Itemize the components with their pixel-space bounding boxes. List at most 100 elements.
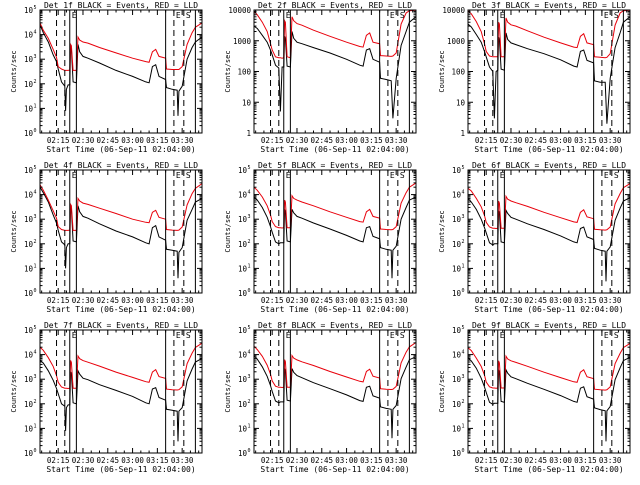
x-tick-label: 02:45 [524, 296, 547, 305]
x-tick-label: 03:00 [549, 296, 572, 305]
x-tick-label: 02:30 [72, 456, 95, 465]
y-tick-label: 10000 [228, 6, 251, 15]
y-tick-exponent: 1 [248, 263, 251, 269]
x-axis-label: Start Time (06-Sep-11 02:04:00) [260, 145, 409, 154]
plot-frame [253, 169, 417, 294]
panel-title: Det 5f BLACK = Events, RED = LLD [258, 161, 412, 170]
series-line-lld [39, 22, 203, 71]
series-line-lld [467, 183, 631, 231]
y-tick-label: 10 [24, 424, 34, 433]
y-tick-exponent: 0 [462, 288, 465, 294]
y-tick-label: 10 [452, 166, 462, 175]
x-tick-label: 03:15 [574, 456, 597, 465]
y-tick-label: 10 [24, 129, 34, 138]
x-tick-label: 02:45 [524, 456, 547, 465]
y-tick-label: 10 [452, 449, 462, 458]
y-tick-exponent: 5 [34, 325, 37, 331]
marker-label: E [500, 171, 505, 180]
y-tick-exponent: 4 [34, 190, 37, 196]
y-tick-exponent: 0 [34, 448, 37, 454]
x-tick-label: 02:15 [475, 136, 498, 145]
x-tick-label: 03:15 [146, 136, 169, 145]
x-tick-label: 03:15 [574, 296, 597, 305]
marker-label: S [186, 11, 191, 20]
plot-frame [467, 329, 631, 454]
y-tick-label: 10000 [442, 6, 465, 15]
x-axis-label: Start Time (06-Sep-11 02:04:00) [46, 465, 195, 474]
x-tick-label: 03:30 [599, 136, 622, 145]
y-tick-label: 10 [238, 264, 248, 273]
y-tick-label: 1000 [233, 37, 252, 46]
y-tick-label: 10 [238, 215, 248, 224]
y-axis-label: Counts/sec [438, 210, 446, 252]
y-tick-exponent: 3 [462, 214, 465, 220]
y-tick-exponent: 5 [248, 325, 251, 331]
plot-frame [39, 169, 203, 294]
y-tick-label: 10 [24, 375, 34, 384]
marker-label: E [176, 331, 181, 340]
marker-label: E [390, 171, 395, 180]
marker-label: E [72, 171, 77, 180]
y-tick-exponent: 5 [34, 5, 37, 11]
y-tick-label: 10 [452, 289, 462, 298]
x-axis-label: Start Time (06-Sep-11 02:04:00) [474, 465, 623, 474]
y-tick-exponent: 2 [462, 399, 465, 405]
y-tick-exponent: 0 [462, 448, 465, 454]
x-tick-label: 02:30 [286, 136, 309, 145]
plot-frame [39, 329, 203, 454]
x-tick-label: 02:15 [47, 296, 70, 305]
y-tick-exponent: 2 [248, 399, 251, 405]
series-line-events [253, 196, 417, 279]
y-tick-exponent: 4 [462, 190, 465, 196]
series-line-lld [39, 183, 203, 231]
x-tick-label: 02:45 [524, 136, 547, 145]
x-tick-label: 03:15 [360, 296, 383, 305]
marker-label: S [614, 171, 619, 180]
y-axis-label: Counts/sec [438, 370, 446, 412]
y-tick-label: 10 [24, 55, 34, 64]
y-tick-exponent: 0 [34, 288, 37, 294]
y-tick-exponent: 3 [248, 214, 251, 220]
y-tick-exponent: 4 [34, 350, 37, 356]
y-tick-exponent: 5 [462, 165, 465, 171]
x-tick-label: 03:30 [171, 296, 194, 305]
x-tick-label: 03:00 [121, 296, 144, 305]
marker-label: E [604, 171, 609, 180]
x-tick-label: 02:15 [47, 136, 70, 145]
marker-label: E [390, 11, 395, 20]
panel-title: Det 2f BLACK = Events, RED = LLD [258, 1, 412, 10]
y-axis-label: Counts/sec [224, 50, 232, 92]
x-tick-label: 02:45 [96, 136, 119, 145]
x-tick-label: 02:30 [500, 296, 523, 305]
marker-label: E [176, 11, 181, 20]
series-line-events [39, 186, 203, 279]
y-axis-label: Counts/sec [10, 50, 18, 92]
y-tick-label: 10 [452, 400, 462, 409]
x-tick-label: 02:30 [286, 296, 309, 305]
x-tick-label: 02:30 [72, 136, 95, 145]
y-tick-exponent: 3 [462, 374, 465, 380]
panel-title: Det 6f BLACK = Events, RED = LLD [472, 161, 626, 170]
y-tick-exponent: 4 [248, 350, 251, 356]
marker-label: E [500, 331, 505, 340]
y-tick-label: 10 [238, 326, 248, 335]
y-tick-label: 10 [24, 6, 34, 15]
y-tick-label: 1000 [447, 37, 466, 46]
y-tick-label: 10 [24, 80, 34, 89]
x-tick-label: 02:45 [96, 456, 119, 465]
y-tick-exponent: 5 [34, 165, 37, 171]
y-tick-label: 10 [24, 400, 34, 409]
series-line-events [467, 197, 631, 282]
y-tick-label: 100 [451, 68, 465, 77]
series-line-events [253, 355, 417, 439]
y-tick-exponent: 3 [34, 54, 37, 60]
x-tick-label: 02:15 [475, 296, 498, 305]
series-line-events [467, 16, 631, 124]
y-tick-label: 10 [238, 400, 248, 409]
marker-label: E [176, 171, 181, 180]
y-tick-exponent: 1 [462, 263, 465, 269]
